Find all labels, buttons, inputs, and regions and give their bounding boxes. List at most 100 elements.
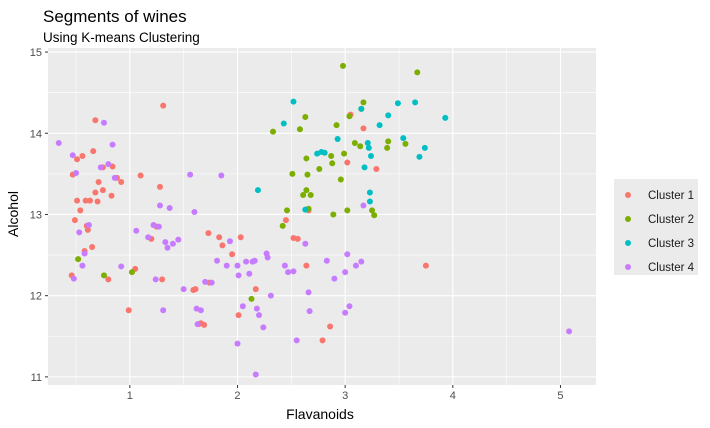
data-point-cluster-4 bbox=[234, 262, 241, 269]
data-point-cluster-4 bbox=[70, 275, 77, 282]
data-point-cluster-1 bbox=[205, 230, 212, 237]
legend-label-cluster-3: Cluster 3 bbox=[648, 238, 694, 250]
data-point-cluster-2 bbox=[289, 170, 296, 177]
data-point-cluster-4 bbox=[191, 209, 198, 216]
data-point-cluster-3 bbox=[361, 164, 368, 171]
data-point-cluster-1 bbox=[201, 321, 208, 328]
data-point-cluster-2 bbox=[351, 140, 358, 147]
data-point-cluster-3 bbox=[280, 120, 287, 127]
data-point-cluster-4 bbox=[344, 251, 351, 258]
data-point-cluster-4 bbox=[306, 308, 313, 315]
data-point-cluster-1 bbox=[74, 197, 81, 204]
data-point-cluster-2 bbox=[337, 176, 344, 183]
data-point-cluster-3 bbox=[400, 135, 407, 142]
data-point-cluster-1 bbox=[99, 187, 106, 194]
legend-key-cluster-4 bbox=[625, 264, 631, 270]
plot-panel bbox=[48, 48, 596, 385]
data-point-cluster-4 bbox=[155, 223, 162, 230]
y-tick-label: 15 bbox=[30, 47, 42, 59]
data-point-cluster-4 bbox=[226, 238, 233, 245]
data-point-cluster-4 bbox=[169, 240, 176, 247]
y-tick-label: 12 bbox=[30, 291, 42, 303]
data-point-cluster-3 bbox=[334, 135, 341, 142]
chart-subtitle: Using K-means Clustering bbox=[43, 30, 200, 45]
y-tick-label: 14 bbox=[30, 128, 42, 140]
data-point-cluster-1 bbox=[95, 178, 102, 185]
data-point-cluster-2 bbox=[341, 150, 348, 157]
data-point-cluster-4 bbox=[214, 257, 221, 264]
data-point-cluster-3 bbox=[376, 122, 383, 129]
data-point-cluster-4 bbox=[342, 309, 349, 316]
data-point-cluster-4 bbox=[145, 234, 152, 241]
data-point-cluster-2 bbox=[360, 99, 367, 106]
data-point-cluster-4 bbox=[194, 321, 201, 328]
data-point-cluster-4 bbox=[323, 257, 330, 264]
data-point-cluster-2 bbox=[339, 62, 346, 69]
data-point-cluster-4 bbox=[285, 269, 292, 276]
data-point-cluster-2 bbox=[344, 207, 351, 214]
data-point-cluster-2 bbox=[414, 69, 421, 76]
data-point-cluster-4 bbox=[253, 305, 260, 312]
data-point-cluster-2 bbox=[304, 171, 311, 178]
data-point-cluster-2 bbox=[357, 143, 364, 150]
data-point-cluster-4 bbox=[331, 275, 338, 282]
data-point-cluster-1 bbox=[252, 286, 259, 293]
data-point-cluster-1 bbox=[219, 242, 226, 249]
x-tick-label: 3 bbox=[342, 390, 348, 402]
data-point-cluster-4 bbox=[79, 262, 86, 269]
data-point-cluster-1 bbox=[159, 276, 166, 283]
y-axis: 11 12 13 14 15 bbox=[30, 47, 48, 384]
data-point-cluster-4 bbox=[162, 239, 169, 246]
data-point-cluster-3 bbox=[364, 140, 371, 147]
data-point-cluster-2 bbox=[248, 295, 255, 302]
data-point-cluster-4 bbox=[100, 119, 107, 126]
data-point-cluster-1 bbox=[192, 286, 199, 293]
data-point-cluster-1 bbox=[74, 156, 81, 163]
data-point-cluster-2 bbox=[402, 140, 409, 147]
data-point-cluster-4 bbox=[223, 262, 230, 269]
data-point-cluster-4 bbox=[305, 289, 312, 296]
y-tick-label: 13 bbox=[30, 209, 42, 221]
legend-key-cluster-1 bbox=[625, 192, 631, 198]
data-point-cluster-1 bbox=[319, 337, 326, 344]
data-point-cluster-1 bbox=[71, 217, 78, 224]
x-axis: 1 2 3 4 5 bbox=[127, 385, 564, 402]
data-point-cluster-2 bbox=[300, 191, 307, 198]
y-axis-title: Alcohol bbox=[5, 191, 21, 237]
data-point-cluster-4 bbox=[342, 269, 349, 276]
data-point-cluster-1 bbox=[94, 198, 101, 205]
data-point-cluster-4 bbox=[256, 312, 263, 319]
data-point-cluster-2 bbox=[329, 160, 336, 167]
data-point-cluster-2 bbox=[369, 207, 376, 214]
data-point-cluster-3 bbox=[290, 98, 297, 105]
legend-key-cluster-3 bbox=[625, 240, 631, 246]
data-point-cluster-1 bbox=[327, 323, 334, 330]
data-point-cluster-1 bbox=[92, 189, 99, 196]
data-point-cluster-4 bbox=[69, 152, 76, 159]
data-point-cluster-4 bbox=[55, 140, 62, 147]
data-point-cluster-1 bbox=[235, 312, 242, 319]
x-axis-title: Flavanoids bbox=[286, 406, 354, 422]
grid-major bbox=[48, 48, 596, 385]
data-point-cluster-4 bbox=[105, 161, 112, 168]
data-point-cluster-2 bbox=[346, 113, 353, 120]
data-point-cluster-4 bbox=[234, 340, 241, 347]
data-point-cluster-2 bbox=[296, 126, 303, 133]
data-point-cluster-4 bbox=[150, 222, 157, 229]
data-point-cluster-4 bbox=[239, 303, 246, 310]
data-point-cluster-4 bbox=[76, 229, 83, 236]
data-point-cluster-1 bbox=[156, 183, 163, 190]
data-point-cluster-4 bbox=[260, 324, 267, 331]
data-point-cluster-1 bbox=[82, 197, 89, 204]
data-point-cluster-3 bbox=[421, 144, 428, 151]
data-point-cluster-3 bbox=[442, 114, 449, 121]
data-point-cluster-4 bbox=[202, 278, 209, 285]
data-point-cluster-1 bbox=[294, 235, 301, 242]
legend-label-cluster-4: Cluster 4 bbox=[648, 262, 695, 274]
data-point-cluster-2 bbox=[384, 144, 391, 151]
x-tick-label: 1 bbox=[127, 390, 133, 402]
data-point-cluster-4 bbox=[118, 263, 125, 270]
chart-title: Segments of wines bbox=[43, 7, 187, 26]
data-point-cluster-4 bbox=[156, 202, 163, 209]
